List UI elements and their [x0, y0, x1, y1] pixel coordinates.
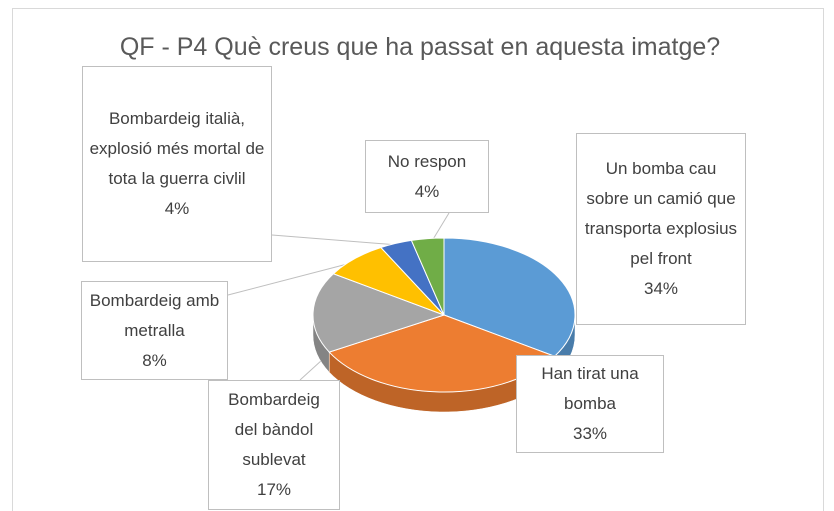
label-category: Bombardeig italià, explosió més mortal d…: [89, 109, 265, 188]
leader-line: [227, 261, 356, 296]
label-category: Bombardeig amb metralla: [89, 290, 220, 340]
label-value: 8%: [142, 350, 167, 370]
label-category: No respon: [387, 151, 467, 171]
leader-line: [299, 359, 323, 381]
label-category: Bombardeig del bàndol sublevat: [228, 390, 320, 469]
leader-line: [271, 234, 399, 246]
chart-title: QF - P4 Què creus que ha passat en aques…: [119, 33, 721, 61]
label-value: 4%: [164, 199, 190, 218]
data-label: Bombardeig del bàndol sublevat 17%: [208, 380, 340, 510]
slice: [312, 273, 446, 353]
label-value: 33%: [572, 424, 608, 443]
data-label: Bombardeig amb metralla 8%: [81, 281, 228, 380]
leader-line: [431, 212, 450, 242]
slice: [410, 237, 445, 316]
data-label: Un bomba cau sobre un camió que transpor…: [576, 133, 746, 325]
label-value: 34%: [643, 279, 679, 298]
chart-frame: [12, 8, 824, 511]
label-value: 17%: [256, 480, 292, 499]
label-value: 4%: [414, 181, 440, 201]
data-label: Bombardeig italià, explosió més mortal d…: [82, 66, 272, 262]
label-category: Han tirat una bomba: [541, 364, 639, 413]
label-category: Un bomba cau sobre un camió que transpor…: [584, 159, 738, 268]
data-label: No respon 4%: [365, 140, 489, 213]
data-label: Han tirat una bomba 33%: [516, 355, 664, 453]
leader-lines: [227, 212, 450, 381]
